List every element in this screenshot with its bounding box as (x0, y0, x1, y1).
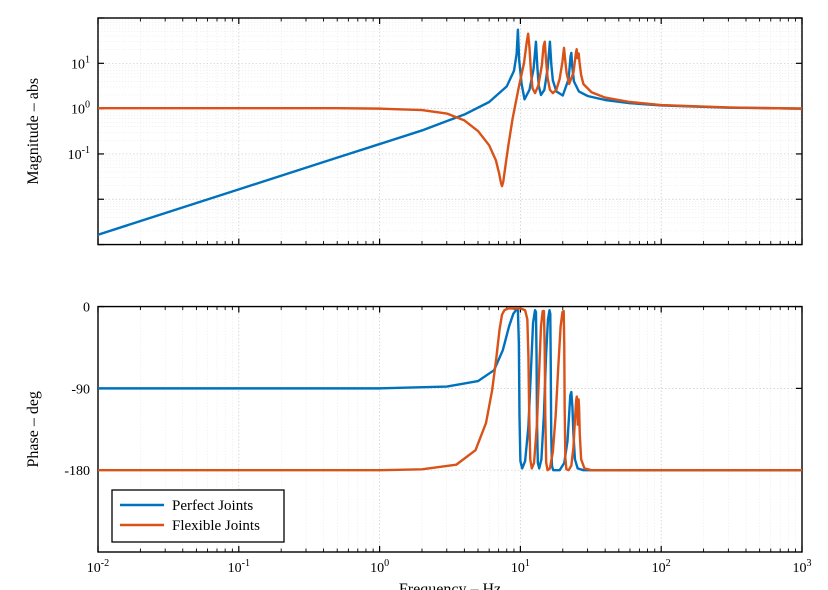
x-axis-label: Frequency – Hz (399, 581, 501, 590)
x-tick-label: 100 (370, 558, 389, 576)
x-tick-label: 101 (511, 558, 530, 576)
figure-svg: 10-1 100 101 -180 -90 0 10-2 10-1 100 101 102 103 Ma… (0, 0, 828, 590)
legend: Perfect Joints Flexible Joints (112, 490, 284, 542)
x-tick-label: 10-2 (87, 558, 109, 576)
x-tick-label: 10-1 (228, 558, 250, 576)
series-perfect-joints-phase (98, 309, 802, 470)
x-tick-label: 102 (652, 558, 671, 576)
y-tick-label: -180 (64, 464, 90, 479)
y-tick-label: 0 (83, 301, 90, 316)
legend-label: Flexible Joints (172, 518, 260, 534)
y-tick-label: 10-1 (68, 145, 90, 163)
magnitude-ylabel: Magnitude – abs (25, 78, 42, 185)
bode-plot-figure: 10-1 100 101 -180 -90 0 10-2 10-1 100 101 102 103 Ma… (0, 0, 828, 590)
y-tick-label: 101 (71, 54, 90, 72)
phase-ylabel: Phase – deg (25, 391, 42, 467)
y-tick-label: 100 (71, 100, 90, 118)
series-flexible-joints-mag (98, 34, 802, 186)
magnitude-panel: 10-1 100 101 (68, 18, 802, 245)
y-tick-label: -90 (71, 382, 90, 397)
x-tick-label: 103 (792, 558, 811, 576)
legend-label: Perfect Joints (172, 498, 253, 514)
